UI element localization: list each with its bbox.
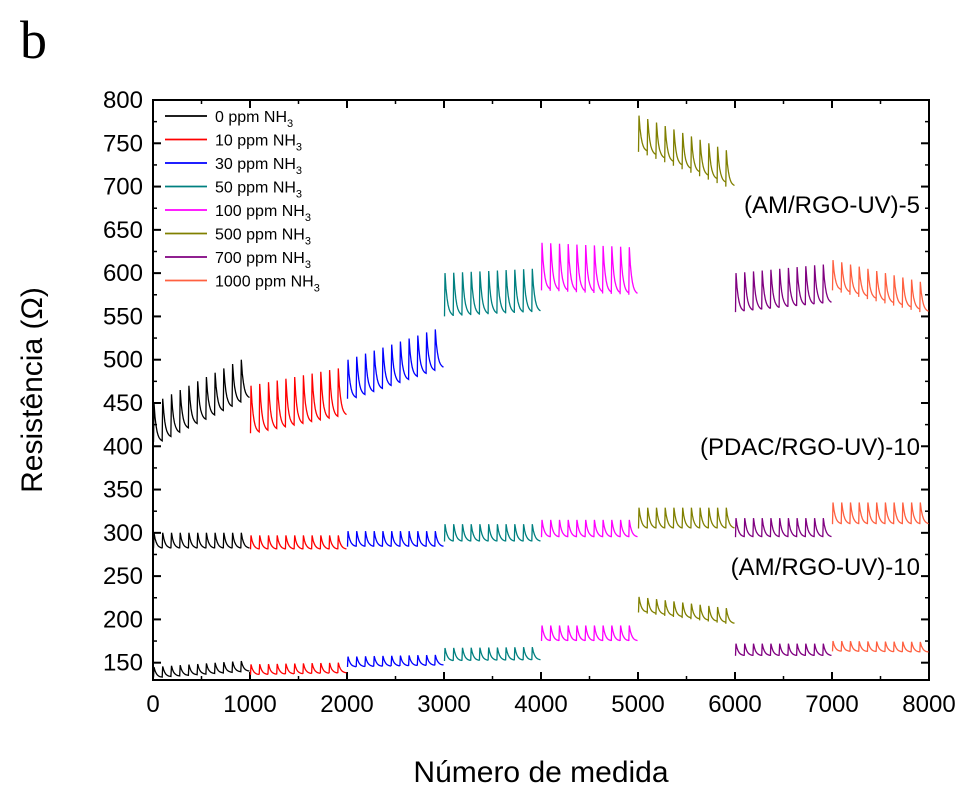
y-axis-title: Resistência (Ω)	[16, 287, 49, 493]
series-1-segment-3	[443, 524, 541, 542]
x-axis-ticks	[152, 100, 930, 680]
series-0-segment-7	[831, 260, 929, 313]
y-tick-label: 750	[103, 130, 143, 157]
annotation-am-rgo-uv-10: (AM/RGO-UV)-10	[731, 554, 920, 581]
y-tick-label: 600	[103, 260, 143, 287]
series-0-segment-0	[152, 359, 250, 442]
series-0-segment-6	[734, 264, 832, 313]
x-tick-label: 5000	[611, 691, 664, 718]
series-2-segment-5	[637, 596, 735, 624]
series-2-segment-3	[443, 646, 541, 662]
series-0-segment-1	[249, 368, 347, 434]
series-2	[152, 596, 929, 678]
x-tick-label: 2000	[320, 691, 373, 718]
y-tick-label: 800	[103, 87, 143, 114]
series-1-segment-7	[831, 502, 929, 525]
series-1-segment-1	[249, 535, 347, 550]
y-tick-label: 150	[103, 650, 143, 677]
series-1-segment-6	[734, 517, 832, 538]
series-2-segment-1	[249, 662, 347, 676]
annotation-am-rgo-uv-5: (AM/RGO-UV)-5	[744, 192, 920, 219]
legend-entry: 30 ppm NH3	[215, 156, 302, 177]
series-0-segment-4	[540, 242, 638, 295]
series-1	[152, 502, 929, 550]
y-tick-label: 450	[103, 390, 143, 417]
legend-entry: 0 ppm NH3	[215, 109, 293, 130]
legend-entry: 10 ppm NH3	[215, 133, 302, 154]
x-tick-label: 6000	[708, 691, 761, 718]
legend-entry: 100 ppm NH3	[215, 203, 311, 224]
legend-entry: 1000 ppm NH3	[215, 274, 320, 295]
x-tick-label: 4000	[514, 691, 567, 718]
series-0	[152, 115, 929, 442]
y-tick-label: 700	[103, 174, 143, 201]
y-tick-label: 300	[103, 520, 143, 547]
y-tick-label: 550	[103, 303, 143, 330]
y-tick-label: 500	[103, 347, 143, 374]
x-tick-label: 7000	[805, 691, 858, 718]
annotation-pdac-rgo-uv-10: (PDAC/RGO-UV)-10	[700, 434, 920, 461]
series-1-segment-4	[540, 519, 638, 538]
panel-label: b	[20, 10, 47, 70]
y-tick-label: 250	[103, 563, 143, 590]
x-tick-label: 1000	[223, 691, 276, 718]
x-axis-tick-labels: 0 1000 2000 3000 4000 5000 6000 7000 8000	[146, 691, 955, 718]
series-0-segment-5	[637, 115, 735, 187]
y-tick-label: 350	[103, 477, 143, 504]
x-tick-label: 3000	[417, 691, 470, 718]
x-tick-label: 8000	[902, 691, 955, 718]
series-1-segment-2	[346, 530, 444, 547]
y-tick-label: 650	[103, 217, 143, 244]
legend-entry: 500 ppm NH3	[215, 227, 311, 248]
x-tick-label: 0	[146, 691, 159, 718]
series-0-segment-3	[443, 268, 541, 317]
series-layer	[152, 115, 929, 678]
series-2-segment-7	[831, 640, 929, 653]
series-0-segment-2	[346, 329, 444, 399]
legend-entry: 700 ppm NH3	[215, 250, 311, 271]
y-tick-label: 200	[103, 606, 143, 633]
series-2-segment-2	[346, 654, 444, 668]
series-2-segment-4	[540, 625, 638, 642]
series-1-segment-0	[152, 532, 250, 549]
y-axis-tick-labels: 150 200 250 300 350 400 450 500 550 600 650 700 750 8…	[103, 87, 143, 677]
x-axis-title: Número de medida	[413, 756, 668, 789]
y-tick-label: 400	[103, 433, 143, 460]
series-1-segment-5	[637, 507, 735, 529]
series-2-segment-6	[734, 643, 832, 657]
series-2-segment-0	[152, 660, 250, 678]
legend-entry: 50 ppm NH3	[215, 180, 302, 201]
